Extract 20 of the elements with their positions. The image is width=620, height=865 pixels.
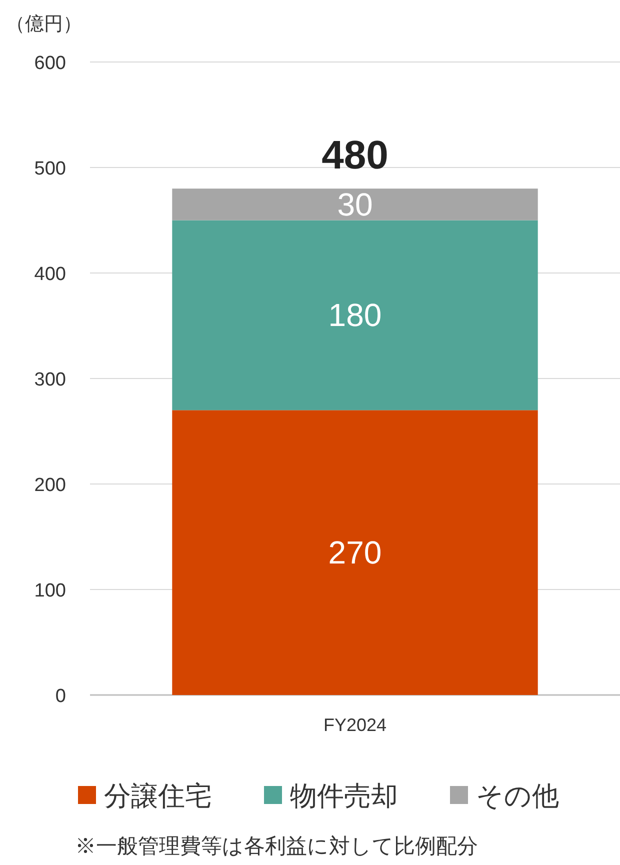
legend-label: その他 (476, 781, 559, 811)
data-label: 270 (328, 534, 382, 571)
x-tick-label: FY2024 (323, 715, 387, 735)
y-tick-label: 300 (34, 370, 66, 390)
text: ※一般管理費等は各利益に対して比例配分 (75, 835, 478, 858)
bar (172, 410, 538, 695)
bar (172, 220, 538, 410)
y-axis-title: （億円） (6, 14, 82, 35)
y-tick-label: 200 (34, 475, 66, 496)
data-label: 180 (328, 297, 382, 334)
y-tick-label: 0 (55, 686, 66, 707)
data-label: 30 (337, 186, 373, 222)
legend-label: 物件売却 (290, 781, 398, 811)
y-tick-label: 400 (34, 264, 66, 285)
total-label: 480 (322, 134, 388, 178)
bar (172, 188, 538, 220)
y-tick-label: 100 (34, 580, 66, 602)
legend-label: 分譲住宅 (104, 781, 212, 811)
y-tick-label: 600 (34, 53, 66, 74)
y-tick-label: 500 (34, 158, 66, 180)
